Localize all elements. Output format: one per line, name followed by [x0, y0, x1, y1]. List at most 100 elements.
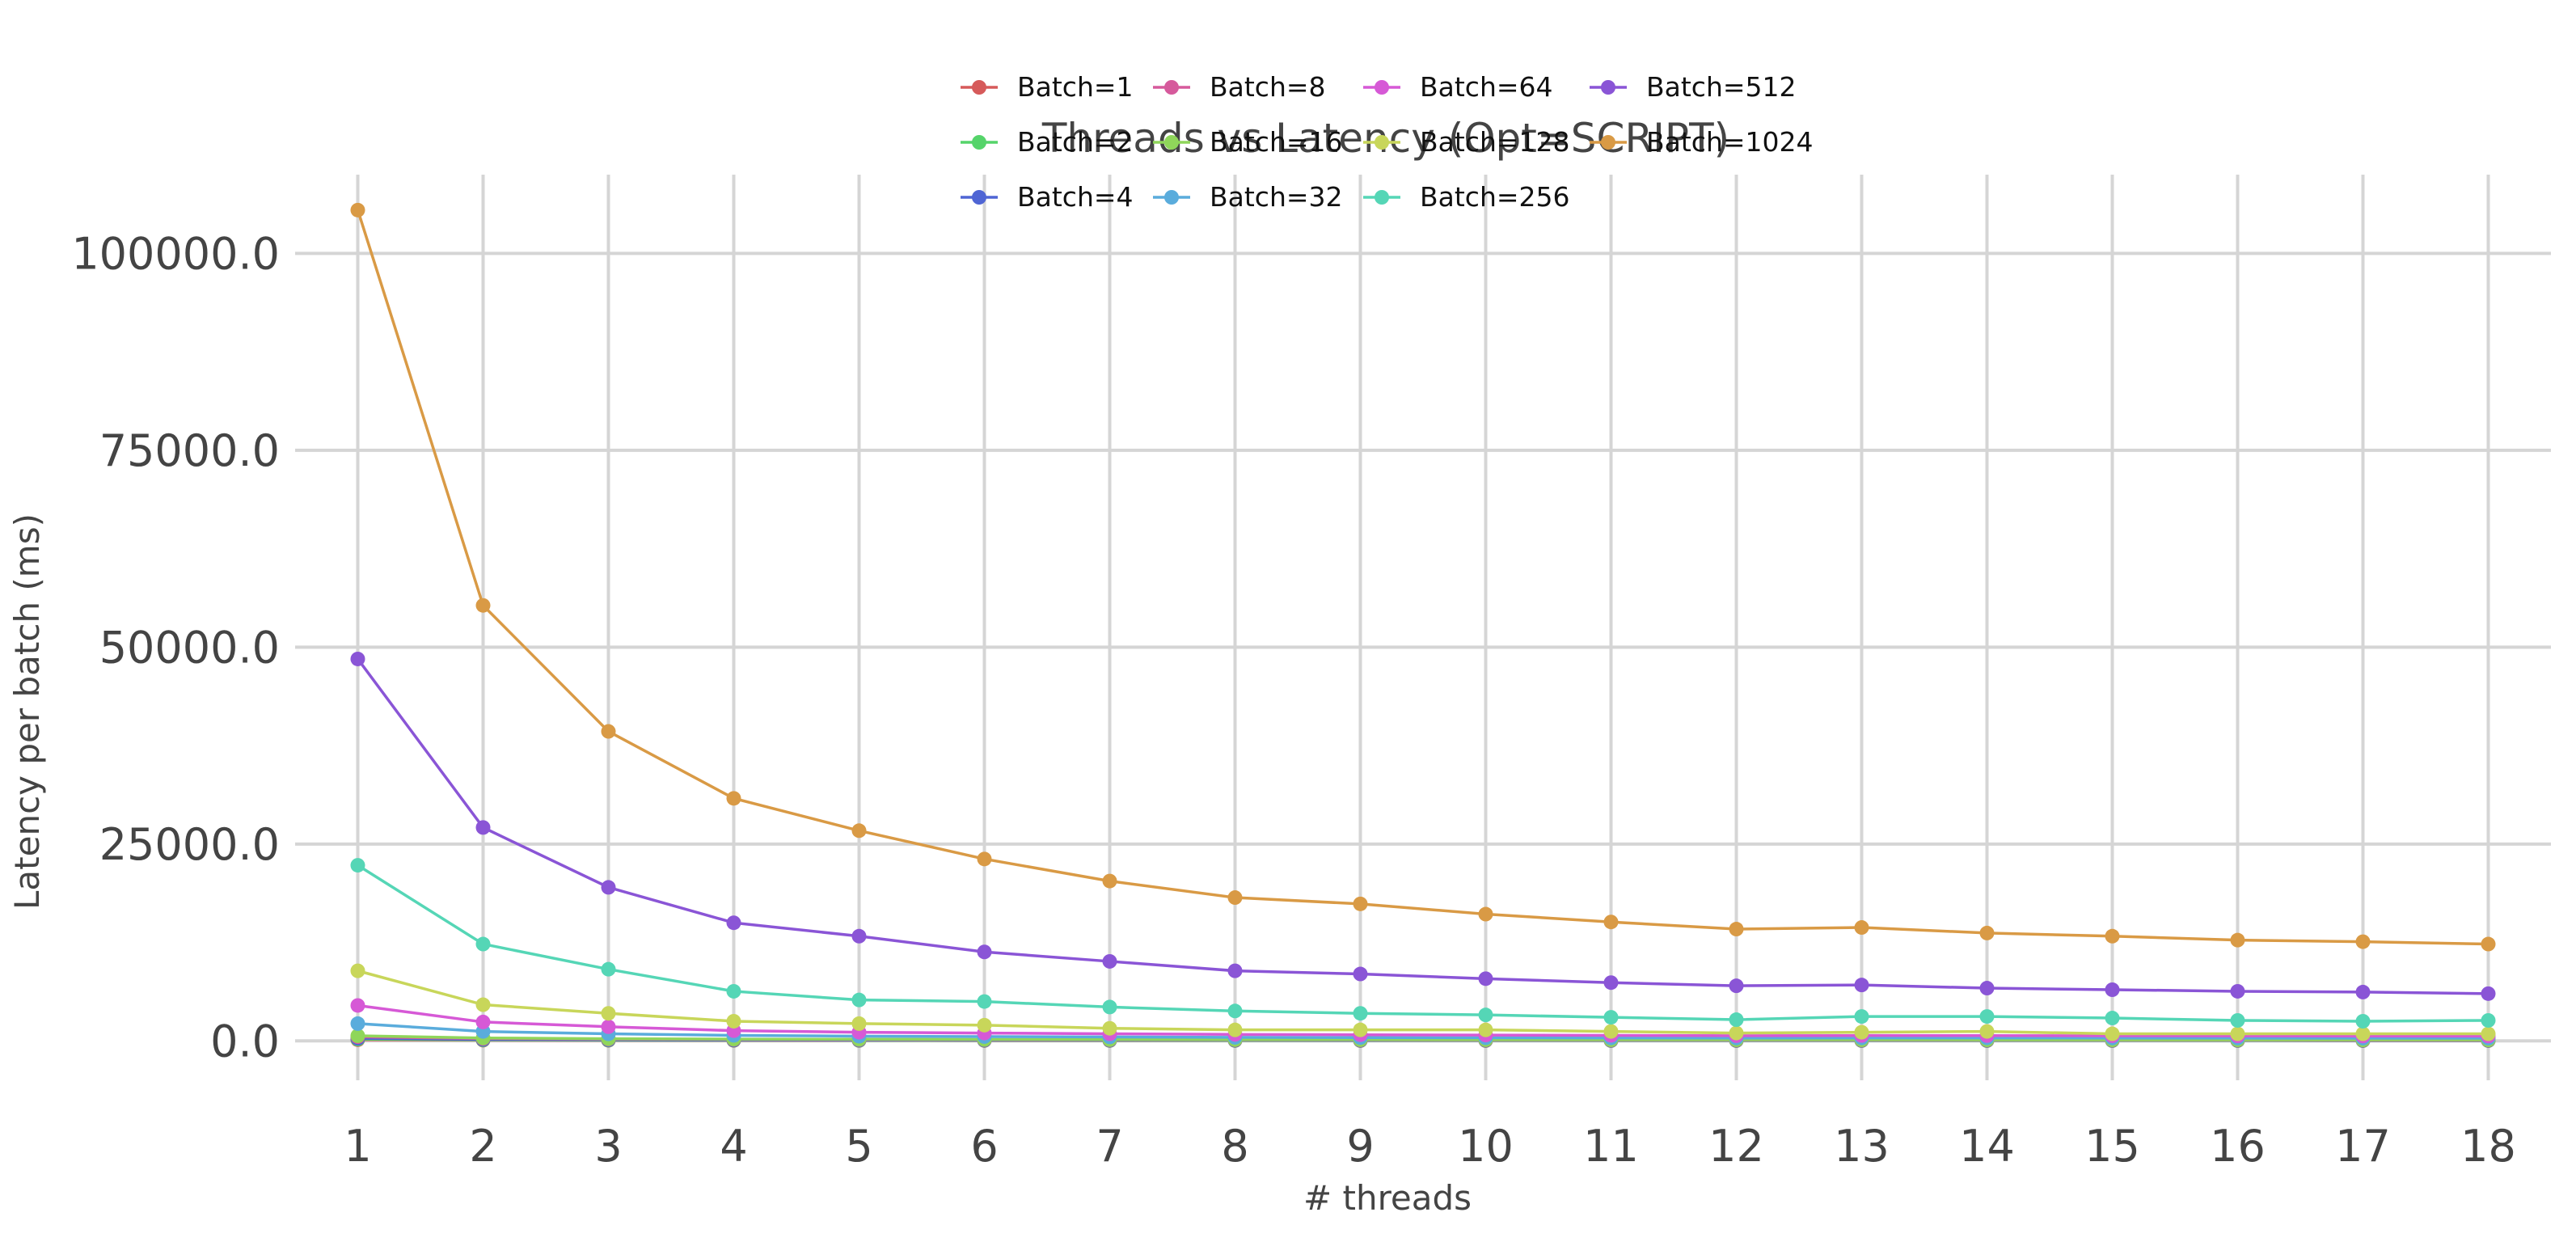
data-point: [1603, 1024, 1619, 1039]
data-point: [475, 1014, 491, 1029]
data-point: [1102, 1020, 1117, 1036]
legend-swatch-marker: [1375, 80, 1389, 95]
legend-entry: Batch=8: [1153, 71, 1326, 103]
data-point: [601, 961, 616, 977]
data-point: [350, 651, 365, 666]
data-point: [2105, 1026, 2120, 1041]
legend-swatch-marker: [1375, 190, 1389, 205]
series-line: [357, 1003, 2489, 1038]
data-point: [601, 1006, 616, 1021]
series-line: [357, 1034, 2489, 1041]
legend-entry: Batch=2: [961, 126, 1134, 158]
y-tick-label: 25000.0: [99, 819, 280, 870]
data-point: [1478, 971, 1493, 986]
data-point: [1603, 915, 1619, 930]
legend-label: Batch=16: [1210, 126, 1343, 158]
data-point: [1979, 981, 1995, 996]
legend-entry: Batch=1: [961, 71, 1134, 103]
data-point: [1478, 1022, 1493, 1037]
legend-label: Batch=1: [1017, 71, 1134, 103]
data-point: [2481, 986, 2496, 1001]
data-point: [2230, 983, 2245, 999]
data-point: [350, 1028, 365, 1043]
series-line: [356, 209, 2489, 946]
x-tick-labels: 1 2 3 4 5 6 7 8 9 10 11 12 13 14 15 16 17 18: [344, 1121, 2516, 1172]
data-point: [350, 1016, 365, 1031]
x-tick-label: 15: [2084, 1121, 2140, 1172]
series-line: [357, 1022, 2489, 1040]
x-tick-label: 5: [845, 1121, 872, 1172]
legend-label: Batch=8: [1210, 71, 1326, 103]
x-tick-label: 10: [1458, 1121, 1514, 1172]
x-tick-label: 9: [1346, 1121, 1374, 1172]
data-point: [1979, 1009, 1995, 1024]
x-tick-label: 3: [594, 1121, 622, 1172]
legend-swatch-marker: [1164, 80, 1179, 95]
data-point: [1227, 890, 1243, 906]
data-point: [1729, 1012, 1744, 1028]
data-point: [977, 944, 992, 960]
y-axis-label: Latency per batch (ms): [7, 513, 47, 910]
data-point: [475, 598, 491, 613]
data-point: [851, 992, 867, 1008]
legend-label: Batch=64: [1420, 71, 1553, 103]
legend-swatch-marker: [1164, 135, 1179, 150]
legend-label: Batch=512: [1646, 71, 1797, 103]
data-point: [726, 983, 741, 999]
data-point: [475, 820, 491, 835]
series-line: [357, 864, 2489, 1023]
x-tick-label: 7: [1096, 1121, 1123, 1172]
legend-swatch-marker: [972, 190, 986, 205]
data-point: [977, 994, 992, 1009]
x-tick-label: 4: [720, 1121, 747, 1172]
data-point: [1854, 920, 1869, 936]
data-point: [1478, 906, 1493, 922]
y-tick-label: 75000.0: [99, 425, 280, 476]
data-point: [1353, 1006, 1368, 1021]
data-point: [601, 880, 616, 895]
data-point: [1979, 925, 1995, 940]
data-point: [350, 998, 365, 1013]
data-point: [2355, 1026, 2371, 1041]
data-point: [2355, 1013, 2371, 1029]
data-point: [2105, 982, 2120, 997]
x-tick-label: 6: [970, 1121, 998, 1172]
data-point: [2355, 934, 2371, 949]
data-point: [2105, 1011, 2120, 1026]
x-tick-label: 17: [2335, 1121, 2391, 1172]
x-axis-label: # threads: [1303, 1178, 1472, 1218]
data-point: [1729, 1025, 1744, 1041]
data-point: [2355, 984, 2371, 999]
legend-entry: Batch=4: [961, 181, 1134, 213]
legend-swatch-marker: [1601, 135, 1615, 150]
legend-entry: Batch=128: [1363, 126, 1570, 158]
legend-label: Batch=4: [1017, 181, 1134, 213]
data-point: [475, 997, 491, 1012]
x-tick-label: 12: [1708, 1121, 1764, 1172]
x-tick-label: 8: [1221, 1121, 1248, 1172]
data-point: [977, 1017, 992, 1033]
data-point: [726, 1013, 741, 1029]
legend-swatch-marker: [1375, 135, 1389, 150]
legend-entry: Batch=512: [1590, 71, 1797, 103]
data-point: [1854, 1009, 1869, 1024]
data-point: [601, 724, 616, 739]
data-point: [1353, 896, 1368, 911]
data-point: [350, 202, 365, 218]
series-batch-128: [350, 963, 2496, 1041]
data-point: [1102, 873, 1117, 889]
data-point: [1729, 922, 1744, 937]
data-point: [475, 936, 491, 952]
legend-swatch-marker: [972, 80, 986, 95]
data-point: [2230, 1012, 2245, 1028]
legend-entry: Batch=256: [1363, 181, 1570, 213]
y-tick-label: 50000.0: [99, 622, 280, 673]
data-point: [1854, 1024, 1869, 1040]
series-batch-512: [350, 651, 2496, 1001]
y-tick-label: 100000.0: [71, 228, 280, 279]
data-point: [1854, 978, 1869, 993]
data-point: [2230, 1026, 2245, 1041]
data-point: [1227, 963, 1243, 978]
data-point: [726, 915, 741, 931]
